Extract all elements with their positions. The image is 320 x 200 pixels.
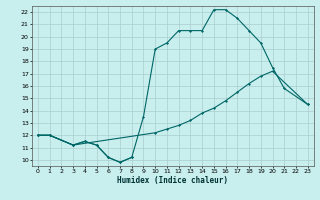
X-axis label: Humidex (Indice chaleur): Humidex (Indice chaleur) <box>117 176 228 185</box>
